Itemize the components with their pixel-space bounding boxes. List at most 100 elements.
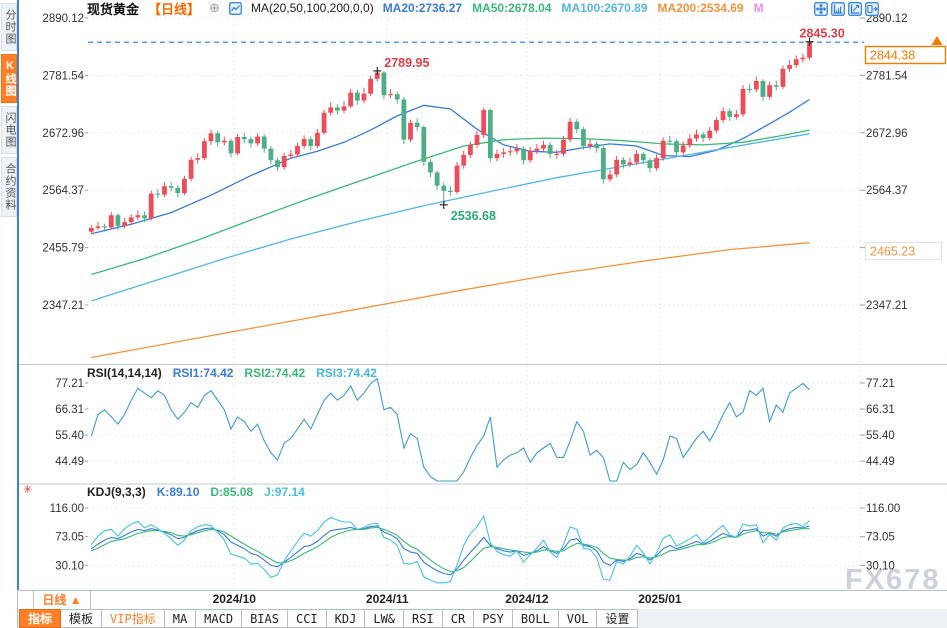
tab-settings[interactable]: 设置 (597, 609, 639, 628)
time-axis-row: 日线 ▲ 2024/10 2024/11 2024/12 2025/01 (19, 590, 947, 610)
svg-text:66.31: 66.31 (866, 404, 895, 416)
x-axis-label: 2024/10 (212, 592, 256, 606)
x-axis-label: 2024/11 (365, 592, 409, 606)
legend-kdj-2: J:97.14 (264, 485, 305, 499)
legend-kdj-1: D:85.08 (210, 485, 254, 499)
indicator-tabs-bar: 指标 模板 VIP指标 MA MACD BIAS CCI KDJ LW& RSI CR PSY BOLL… (19, 609, 947, 628)
svg-text:77.21: 77.21 (55, 378, 84, 390)
svg-text:30.10: 30.10 (55, 560, 84, 572)
svg-text:55.40: 55.40 (866, 430, 895, 442)
tab-bias[interactable]: BIAS (242, 609, 288, 628)
svg-text:44.49: 44.49 (55, 456, 84, 468)
svg-text:2672.96: 2672.96 (42, 128, 84, 140)
svg-text:66.31: 66.31 (55, 404, 84, 416)
tab-templates[interactable]: 模板 (61, 609, 103, 628)
svg-text:2781.54: 2781.54 (42, 70, 84, 82)
svg-text:44.49: 44.49 (866, 456, 895, 468)
tab-vip-indicators[interactable]: VIP指标 (102, 609, 165, 628)
period-selector-button[interactable]: 日线 ▲ (34, 591, 91, 609)
svg-text:2781.54: 2781.54 (866, 70, 908, 82)
ma-line-MA100 (91, 133, 810, 302)
x-axis-label: 2024/12 (505, 592, 549, 606)
kdj-panel-header: KDJ(9,3,3) K:89.10 D:85.08 J:97.14 (87, 485, 305, 499)
legend-ma-0: MA20:2736.27 (382, 1, 463, 15)
tab-psy[interactable]: PSY (474, 609, 513, 628)
legend-kdj-0: K:89.10 (156, 485, 200, 499)
kdj-line-D (91, 526, 810, 573)
ma-line-MA200 (91, 242, 810, 359)
instrument-title: 现货黄金 (87, 1, 140, 17)
svg-text:2465.23: 2465.23 (870, 245, 915, 259)
svg-text:2347.21: 2347.21 (866, 300, 908, 312)
tab-boll[interactable]: BOLL (512, 609, 559, 628)
axis-spacer-box (19, 591, 34, 609)
legend-rsi-2: RSI3:74.42 (316, 366, 377, 380)
svg-text:30.10: 30.10 (866, 560, 895, 572)
add-compare-icon[interactable]: ⊕ (209, 0, 220, 15)
sidebar-tab-contract-info[interactable]: 合约资料 (1, 157, 17, 217)
legend-rsi-1: RSI2:74.42 (244, 366, 306, 380)
svg-text:2844.38: 2844.38 (870, 49, 915, 63)
svg-text:73.05: 73.05 (866, 532, 895, 544)
legend-ma-1: MA50:2678.04 (472, 1, 552, 15)
ma-line-MA50 (91, 129, 810, 276)
svg-text:116.00: 116.00 (866, 503, 900, 515)
rsi-legend-values: RSI1:74.42 RSI2:74.42 RSI3:74.42 (173, 366, 377, 380)
svg-text:2890.12: 2890.12 (866, 13, 908, 25)
legend-ma-3: MA200:2534.69 (657, 1, 744, 15)
chart-toolbar (814, 2, 879, 16)
tab-vol[interactable]: VOL (558, 609, 598, 628)
tab-lw[interactable]: LW& (365, 609, 405, 628)
tab-indicators[interactable]: 指标 (19, 609, 62, 628)
chart-type-sidebar: 分时图 K线图闪电图合约资料 (0, 0, 19, 590)
svg-text:2564.37: 2564.37 (866, 185, 908, 197)
svg-text:77.21: 77.21 (866, 378, 895, 390)
pan-right-icon[interactable] (865, 2, 879, 16)
tab-cci[interactable]: CCI (287, 609, 327, 628)
sidebar-tab-kline-chart[interactable]: K线图 (1, 54, 17, 103)
kdj-line-J (90, 514, 810, 584)
legend-ma-4: M (753, 1, 764, 15)
indicator-alert-icon[interactable]: ✳ (23, 484, 33, 496)
svg-text:73.05: 73.05 (55, 532, 84, 544)
rsi-line (90, 377, 810, 482)
rsi-params-label: RSI(14,14,14) (87, 366, 162, 380)
svg-text:2789.95: 2789.95 (384, 56, 429, 70)
x-axis-label: 2025/01 (638, 592, 682, 606)
y-axis-scale-icon[interactable] (831, 2, 845, 16)
rsi-panel-header: RSI(14,14,14) RSI1:74.42 RSI2:74.42 RSI3:7… (87, 366, 377, 380)
legend-ma-2: MA100:2670.89 (561, 1, 648, 15)
auto-scale-icon[interactable] (848, 2, 862, 16)
ma-legend-values: MA20:2736.27 MA50:2678.04 MA100:2670.89 MA2… (383, 1, 764, 15)
chevron-up-icon: ▲ (69, 593, 82, 607)
period-button-label: 日线 (42, 593, 67, 607)
tab-ma[interactable]: MA (164, 609, 197, 628)
sidebar-tab-time-chart[interactable]: 分时图 (1, 3, 17, 51)
period-badge: 【日线】 (148, 1, 201, 17)
tab-cr[interactable]: CR (442, 609, 475, 628)
tab-kdj[interactable]: KDJ (326, 609, 366, 628)
chart-canvas[interactable]: 2890.12 2890.12 2781.54 2781.54 2672.96 2672.… (19, 0, 947, 590)
legend-rsi-0: RSI1:74.42 (172, 366, 234, 380)
tab-rsi[interactable]: RSI (404, 609, 443, 628)
kdj-params-label: KDJ(9,3,3) (87, 485, 146, 499)
svg-text:2455.79: 2455.79 (42, 243, 84, 255)
kdj-legend-values: K:89.10 D:85.08 J:97.14 (157, 485, 305, 499)
svg-text:2890.12: 2890.12 (42, 13, 84, 25)
svg-text:116.00: 116.00 (50, 503, 84, 515)
kdj-line-K (90, 525, 810, 576)
sidebar-footer (0, 590, 18, 628)
svg-text:2672.96: 2672.96 (866, 128, 908, 140)
sidebar-tab-lightning-chart[interactable]: 闪电图 (1, 106, 17, 154)
chart-legend-bar: 现货黄金 【日线】 ⊕ MA(20,50,100,200,0,0) MA20:2… (87, 0, 764, 17)
svg-text:2564.37: 2564.37 (42, 185, 84, 197)
indicator-chart-icon[interactable] (229, 1, 242, 15)
crosshair-tool-icon[interactable] (814, 2, 828, 16)
svg-text:2536.68: 2536.68 (451, 209, 496, 223)
chart-area: FX678 2890.12 2890.12 2781.54 2781.54 2672.9… (19, 0, 947, 628)
ma-params-label: MA(20,50,100,200,0,0) (250, 1, 374, 15)
svg-text:2347.21: 2347.21 (42, 300, 84, 312)
svg-text:55.40: 55.40 (55, 430, 84, 442)
tab-macd[interactable]: MACD (196, 609, 243, 628)
